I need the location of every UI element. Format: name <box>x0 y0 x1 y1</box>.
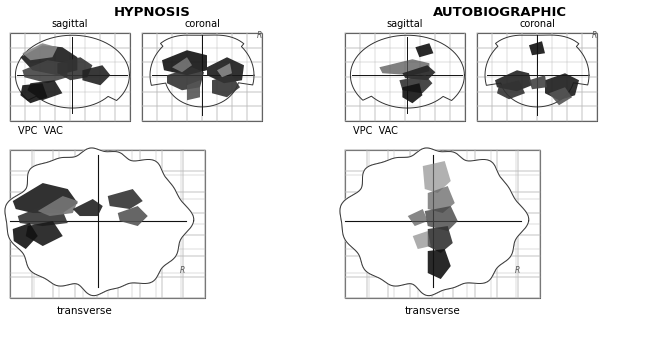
Text: HYPNOSIS: HYPNOSIS <box>114 6 190 19</box>
Polygon shape <box>415 43 434 57</box>
Polygon shape <box>167 67 204 90</box>
Text: transverse: transverse <box>405 306 461 316</box>
Text: coronal: coronal <box>519 19 555 29</box>
Text: R: R <box>180 266 185 275</box>
Polygon shape <box>15 35 130 108</box>
Polygon shape <box>5 148 194 295</box>
Polygon shape <box>21 83 47 103</box>
Polygon shape <box>402 83 422 103</box>
Polygon shape <box>118 206 148 226</box>
Polygon shape <box>340 148 528 295</box>
Bar <box>345 150 540 298</box>
Polygon shape <box>207 57 244 83</box>
Polygon shape <box>428 249 451 279</box>
Polygon shape <box>23 60 67 83</box>
Polygon shape <box>402 65 436 80</box>
Polygon shape <box>217 63 232 77</box>
Polygon shape <box>73 199 103 216</box>
Text: R: R <box>515 266 520 275</box>
Polygon shape <box>150 35 254 107</box>
Polygon shape <box>423 161 451 193</box>
Polygon shape <box>172 57 192 72</box>
Polygon shape <box>428 186 455 213</box>
Polygon shape <box>425 206 458 231</box>
Polygon shape <box>413 231 431 249</box>
Polygon shape <box>549 87 572 105</box>
Polygon shape <box>545 73 579 100</box>
Polygon shape <box>13 223 38 249</box>
Polygon shape <box>340 148 528 295</box>
Polygon shape <box>5 148 194 295</box>
Text: sagittal: sagittal <box>387 19 424 29</box>
Polygon shape <box>212 75 240 97</box>
Polygon shape <box>379 59 430 75</box>
Polygon shape <box>529 75 547 89</box>
Text: R: R <box>592 31 597 40</box>
Polygon shape <box>82 65 110 85</box>
Polygon shape <box>485 35 589 107</box>
Text: AUTOBIOGRAPHIC: AUTOBIOGRAPHIC <box>433 6 567 19</box>
Bar <box>10 150 205 298</box>
Polygon shape <box>13 183 77 213</box>
Bar <box>10 33 130 121</box>
Polygon shape <box>23 43 57 60</box>
Polygon shape <box>497 80 525 99</box>
Polygon shape <box>407 209 428 226</box>
Text: sagittal: sagittal <box>51 19 88 29</box>
Bar <box>142 33 262 121</box>
Polygon shape <box>162 50 207 75</box>
Polygon shape <box>495 70 532 91</box>
Bar <box>345 33 465 121</box>
Polygon shape <box>529 41 545 55</box>
Polygon shape <box>26 221 63 246</box>
Bar <box>477 33 597 121</box>
Text: R: R <box>257 31 263 40</box>
Polygon shape <box>21 45 77 75</box>
Polygon shape <box>57 57 92 80</box>
Text: VPC  VAC: VPC VAC <box>18 126 63 136</box>
Text: coronal: coronal <box>184 19 220 29</box>
Text: transverse: transverse <box>56 306 112 316</box>
Polygon shape <box>351 35 464 108</box>
Polygon shape <box>187 80 200 100</box>
Polygon shape <box>18 206 67 226</box>
Polygon shape <box>428 226 453 253</box>
Polygon shape <box>399 75 432 93</box>
Text: VPC  VAC: VPC VAC <box>353 126 398 136</box>
Polygon shape <box>108 189 143 209</box>
Polygon shape <box>38 196 77 216</box>
Polygon shape <box>27 80 62 100</box>
